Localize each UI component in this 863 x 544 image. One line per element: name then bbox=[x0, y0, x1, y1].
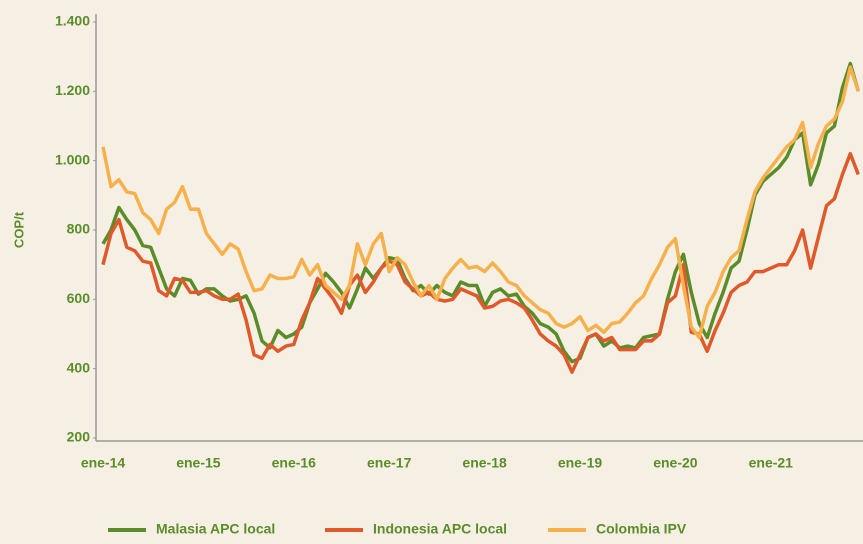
y-tick-label: 1.000 bbox=[55, 151, 90, 167]
x-tick-label: ene-20 bbox=[653, 455, 698, 471]
legend-label: Malasia APC local bbox=[156, 521, 275, 537]
x-tick-label: ene-14 bbox=[81, 455, 126, 471]
y-tick-label: 1.200 bbox=[55, 82, 90, 98]
x-tick-label: ene-15 bbox=[176, 455, 221, 471]
y-tick-label: 200 bbox=[67, 429, 91, 445]
x-tick-label: ene-16 bbox=[272, 455, 317, 471]
y-tick-label: 800 bbox=[67, 221, 91, 237]
y-tick-label: 1.400 bbox=[55, 13, 90, 29]
y-tick-label: 400 bbox=[67, 359, 91, 375]
legend-label: Indonesia APC local bbox=[373, 521, 507, 537]
y-axis-label: COP/t bbox=[11, 211, 26, 248]
series-line bbox=[101, 151, 860, 374]
x-tick-label: ene-18 bbox=[462, 455, 507, 471]
x-tick-label: ene-19 bbox=[558, 455, 603, 471]
y-tick-label: 600 bbox=[67, 290, 91, 306]
legend-label: Colombia IPV bbox=[596, 521, 687, 537]
x-tick-label: ene-21 bbox=[749, 455, 794, 471]
series-line bbox=[101, 65, 860, 340]
x-tick-label: ene-17 bbox=[367, 455, 412, 471]
